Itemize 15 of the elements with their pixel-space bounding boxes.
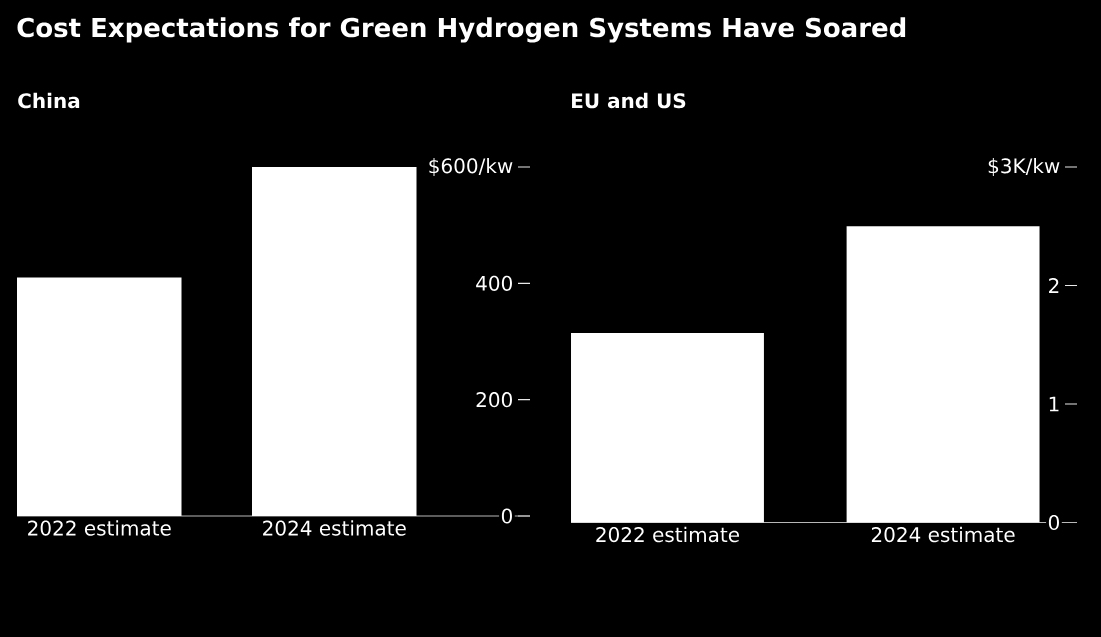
y-tick-label: 0	[1048, 514, 1059, 531]
y-tick-label: 2	[1049, 278, 1059, 293]
y-tick-label: 1	[1049, 396, 1059, 412]
x-tick-label: 2022 estimate	[596, 526, 739, 543]
x-tick-label: 2022 estimate	[28, 520, 171, 536]
y-tick-label: $600/kw	[429, 157, 513, 177]
chart-subtitle: China	[18, 92, 80, 109]
y-tick-label: 400	[476, 275, 512, 291]
x-tick-label: 2024 estimate	[871, 526, 1015, 543]
y-tick-label: $3K/kw	[988, 157, 1060, 177]
x-tick-label: 2024 estimate	[263, 520, 406, 536]
chart-title: Cost Expectations for Green Hydrogen Systems Have Soared	[17, 17, 906, 43]
y-tick-label: 0	[501, 508, 512, 524]
chart-subtitle: EU and US	[572, 92, 686, 109]
y-tick-label: 200	[476, 392, 512, 408]
